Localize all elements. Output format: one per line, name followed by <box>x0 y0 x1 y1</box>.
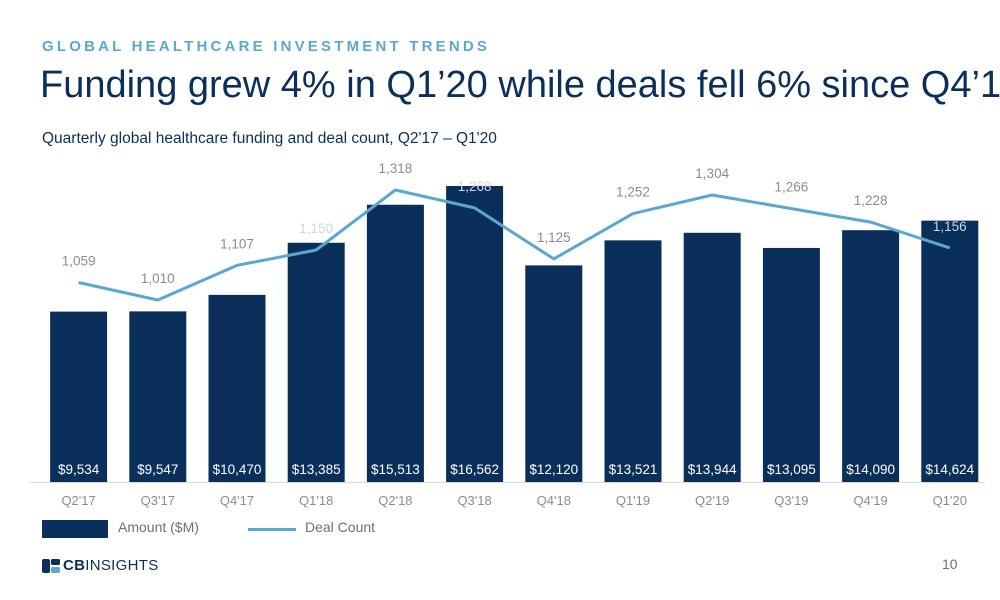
bar-amount <box>842 230 900 482</box>
x-tick-label: Q1'20 <box>933 493 967 508</box>
bar-value-label: $16,562 <box>450 462 499 477</box>
x-tick-label: Q3'19 <box>774 493 808 508</box>
bar-amount <box>525 265 583 482</box>
legend-bar-swatch <box>42 520 108 538</box>
legend-line-swatch <box>248 528 296 531</box>
bar-amount <box>921 220 979 482</box>
bar-value-label: $15,513 <box>371 462 420 477</box>
x-tick-label: Q4'19 <box>853 493 887 508</box>
page-number: 10 <box>942 556 958 572</box>
deal-count-label: 1,150 <box>299 221 333 236</box>
kicker-text: GLOBAL HEALTHCARE INVESTMENT TRENDS <box>42 38 491 55</box>
bar-amount <box>762 247 820 482</box>
deal-count-label: 1,059 <box>62 254 96 269</box>
x-tick-label: Q4'18 <box>537 493 571 508</box>
legend-bar-label: Amount ($M) <box>118 519 199 535</box>
deal-count-label: 1,304 <box>695 166 729 181</box>
legend-line-label: Deal Count <box>305 519 376 535</box>
bar-amount <box>683 232 741 482</box>
deal-count-line <box>78 188 951 302</box>
deal-count-label: 1,318 <box>379 161 413 176</box>
cbinsights-logo-icon <box>42 558 60 573</box>
bar-amount <box>287 242 345 482</box>
bar-amount <box>366 204 424 482</box>
page-title: Funding grew 4% in Q1’20 while deals fel… <box>40 64 1000 106</box>
chart-subtitle: Quarterly global healthcare funding and … <box>42 130 497 147</box>
bar-amount <box>604 240 662 482</box>
x-tick-label: Q3'17 <box>141 493 175 508</box>
deal-count-label: 1,252 <box>616 185 650 200</box>
x-tick-label: Q4'17 <box>220 493 254 508</box>
combo-chart: $9,534 Q2'17 $9,547 Q3'17 $10,470 Q4'17 $13,38… <box>30 161 985 508</box>
deal-count-label: 1,156 <box>933 219 967 234</box>
bar-amount <box>446 186 504 482</box>
bar-value-label: $10,470 <box>213 462 262 477</box>
logo-text-cb: CB <box>63 557 86 574</box>
x-tick-label: Q2'19 <box>695 493 729 508</box>
bar-amount <box>129 311 187 482</box>
x-tick-label: Q1'18 <box>299 493 333 508</box>
x-tick-label: Q2'18 <box>378 493 412 508</box>
bar-value-label: $13,944 <box>688 462 737 477</box>
bar-value-label: $9,534 <box>58 462 100 477</box>
bar-value-label: $13,095 <box>767 462 816 477</box>
bar-value-label: $9,547 <box>137 462 178 477</box>
logo-text-insights: INSIGHTS <box>85 557 159 574</box>
deal-count-label: 1,266 <box>775 180 809 195</box>
bar-value-label: $13,385 <box>292 462 341 477</box>
bar-value-label: $12,120 <box>529 462 578 477</box>
deal-count-label: 1,010 <box>141 271 175 286</box>
deal-count-label: 1,107 <box>220 236 254 251</box>
deal-count-label: 1,268 <box>458 179 492 194</box>
bar-amount <box>208 294 266 482</box>
x-tick-label: Q1'19 <box>616 493 650 508</box>
bar-value-label: $14,624 <box>925 462 974 477</box>
cbinsights-logo: CB INSIGHTS <box>42 557 159 574</box>
bar-amount <box>50 311 108 482</box>
deal-count-label: 1,125 <box>537 230 571 245</box>
bar-value-label: $13,521 <box>609 462 658 477</box>
x-tick-label: Q3'18 <box>457 493 491 508</box>
x-tick-label: Q2'17 <box>61 493 95 508</box>
bar-value-label: $14,090 <box>846 462 895 477</box>
deal-count-label: 1,228 <box>854 193 888 208</box>
